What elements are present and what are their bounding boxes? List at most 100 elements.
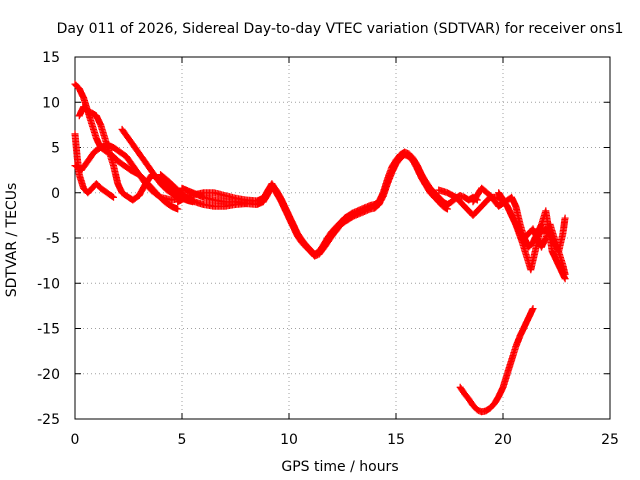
data-point: [553, 237, 556, 239]
data-point: [176, 189, 179, 191]
data-point: [489, 407, 491, 409]
data-point: [360, 211, 363, 214]
data-point: [129, 169, 132, 171]
data-point: [485, 410, 487, 412]
data-point: [463, 392, 466, 395]
data-point: [562, 264, 564, 266]
data-point: [176, 208, 179, 210]
data-layer: [71, 80, 569, 416]
data-point: [151, 190, 153, 192]
data-point: [549, 223, 551, 226]
data-point: [121, 191, 123, 194]
data-point: [527, 246, 530, 248]
y-tick-label: -25: [37, 412, 60, 428]
data-point: [530, 268, 532, 271]
y-tick-label: 5: [51, 141, 60, 157]
data-point: [343, 220, 346, 223]
data-point: [540, 246, 543, 248]
data-point: [497, 191, 500, 194]
data-point: [202, 191, 205, 194]
data-point: [534, 250, 536, 253]
data-point: [497, 205, 500, 208]
data-point: [551, 250, 554, 253]
data-point: [159, 173, 162, 176]
y-tick-label: 15: [42, 50, 60, 66]
data-point: [224, 201, 226, 203]
x-axis-label: GPS time / hours: [281, 459, 398, 475]
y-tick-label: -10: [37, 276, 60, 292]
data-point: [87, 160, 89, 162]
data-point: [523, 325, 526, 328]
data-point: [446, 203, 449, 206]
data-point: [78, 87, 81, 90]
data-point: [356, 213, 359, 216]
data-point: [262, 201, 265, 203]
data-point: [131, 199, 134, 201]
data-point: [527, 316, 530, 319]
data-point: [159, 196, 162, 199]
data-point: [146, 164, 149, 167]
data-point: [309, 250, 312, 253]
data-point: [296, 235, 299, 237]
data-point: [463, 196, 466, 199]
data-point: [91, 187, 93, 190]
data-point: [438, 196, 440, 199]
data-point: [301, 241, 303, 244]
data-point: [275, 191, 277, 194]
data-point: [74, 164, 76, 167]
data-point: [420, 177, 423, 180]
data-point: [386, 182, 389, 185]
data-point: [493, 402, 496, 405]
data-point: [159, 182, 162, 185]
data-point: [515, 345, 517, 348]
data-point: [234, 201, 237, 203]
data-point: [506, 372, 509, 375]
data-point: [390, 172, 393, 174]
data-point: [348, 218, 350, 220]
data-point: [455, 196, 457, 199]
data-point: [131, 164, 134, 167]
x-tick-label: 25: [601, 432, 619, 448]
data-point: [108, 151, 111, 153]
data-point: [331, 235, 333, 237]
data-point: [74, 83, 76, 85]
data-point: [467, 199, 470, 201]
data-point: [318, 253, 320, 256]
data-point: [489, 194, 491, 197]
data-point: [185, 196, 188, 199]
data-point: [191, 191, 194, 194]
data-point: [288, 217, 290, 219]
data-point: [245, 202, 247, 205]
chart-title: Day 011 of 2026, Sidereal Day-to-day VTE…: [57, 21, 624, 37]
data-point: [117, 182, 119, 185]
data-point: [87, 191, 89, 194]
data-point: [339, 224, 342, 227]
data-point: [523, 237, 526, 239]
data-point: [322, 248, 325, 250]
data-point: [305, 246, 307, 248]
data-point: [74, 133, 76, 135]
data-point: [138, 173, 140, 176]
data-point: [506, 205, 509, 208]
data-point: [438, 189, 440, 191]
data-point: [213, 191, 215, 194]
data-point: [112, 146, 115, 149]
data-point: [224, 205, 226, 208]
data-point: [82, 105, 85, 108]
data-point: [433, 196, 436, 199]
data-point: [365, 210, 367, 212]
data-point: [164, 182, 166, 185]
data-point: [521, 241, 524, 244]
series-track-2: [75, 103, 186, 204]
data-point: [519, 232, 521, 235]
data-point: [127, 196, 130, 199]
data-point: [559, 268, 562, 271]
y-axis-label: SDTVAR / TECUs: [4, 183, 20, 298]
data-point: [106, 191, 108, 194]
data-point: [562, 232, 564, 235]
data-point: [564, 277, 566, 280]
data-point: [446, 208, 449, 210]
data-point: [416, 168, 419, 171]
data-point: [515, 205, 517, 208]
